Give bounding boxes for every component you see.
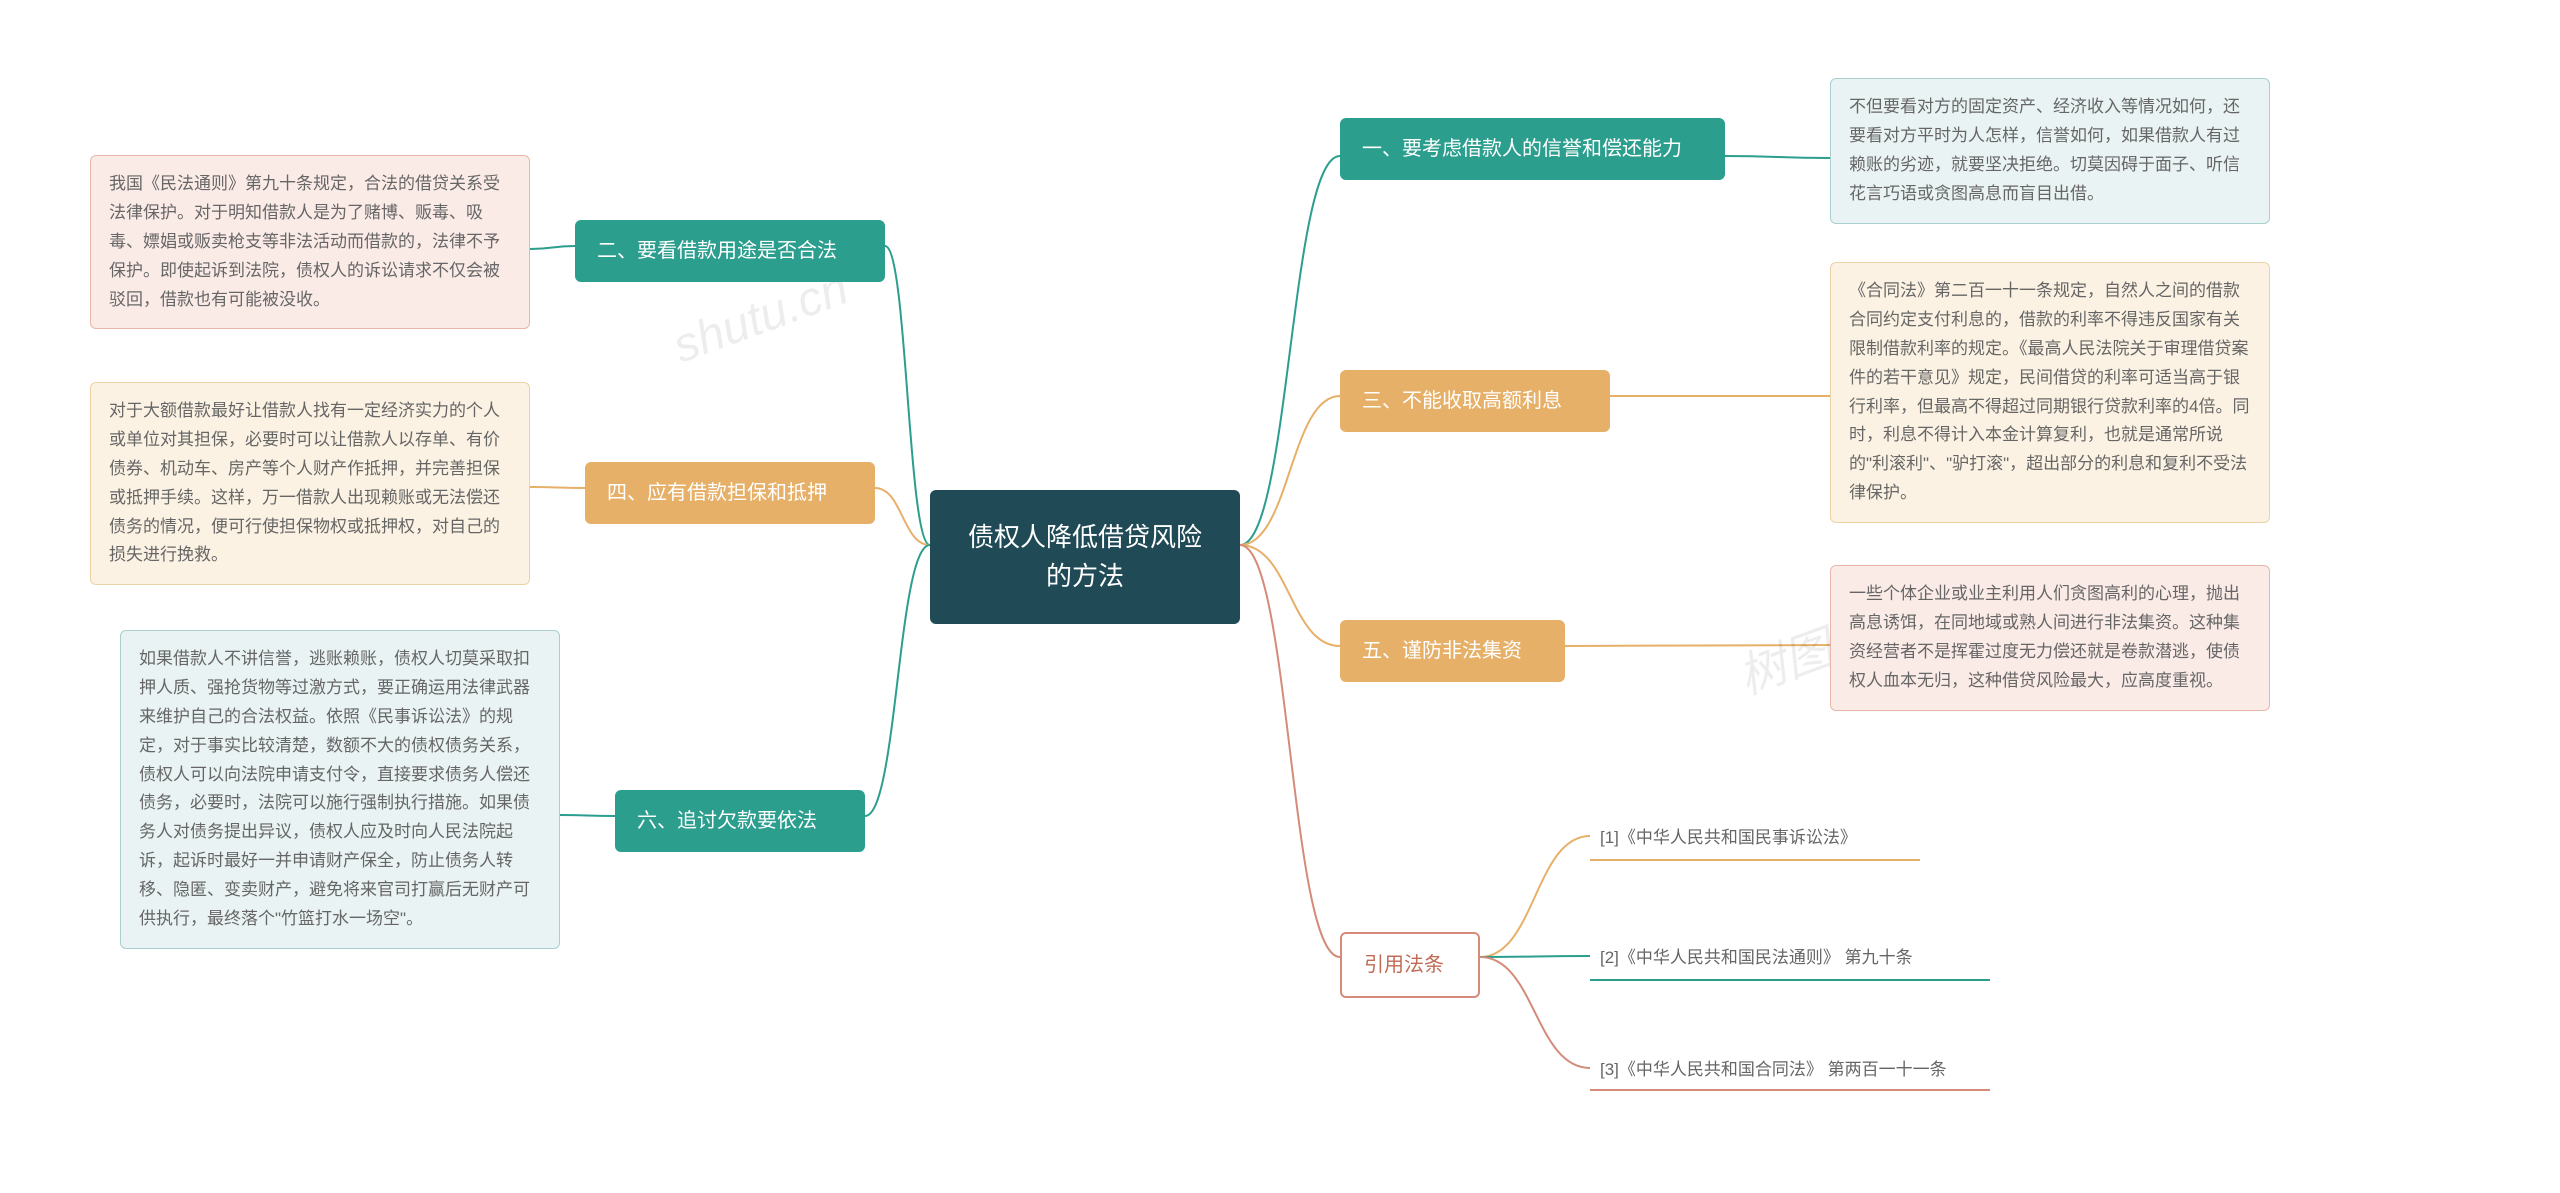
leaf-b6: 如果借款人不讲信誉，逃账赖账，债权人切莫采取扣押人质、强抢货物等过激方式，要正确… — [120, 630, 560, 949]
leaf-b2: 我国《民法通则》第九十条规定，合法的借贷关系受法律保护。对于明知借款人是为了赌博… — [90, 155, 530, 329]
branch-bref[interactable]: 引用法条 — [1340, 932, 1480, 998]
branch-b2[interactable]: 二、要看借款用途是否合法 — [575, 220, 885, 282]
leaf-b3: 《合同法》第二百一十一条规定，自然人之间的借款合同约定支付利息的，借款的利率不得… — [1830, 262, 2270, 523]
law-ref-0[interactable]: [1]《中华人民共和国民事诉讼法》 — [1590, 818, 1920, 861]
law-ref-1[interactable]: [2]《中华人民共和国民法通则》 第九十条 — [1590, 938, 1990, 981]
law-ref-2[interactable]: [3]《中华人民共和国合同法》 第两百一十一条 — [1590, 1050, 1990, 1091]
leaf-b1: 不但要看对方的固定资产、经济收入等情况如何，还要看对方平时为人怎样，信誉如何，如… — [1830, 78, 2270, 224]
branch-b5[interactable]: 五、谨防非法集资 — [1340, 620, 1565, 682]
root-node[interactable]: 债权人降低借贷风险的方法 — [930, 490, 1240, 624]
leaf-b4: 对于大额借款最好让借款人找有一定经济实力的个人或单位对其担保，必要时可以让借款人… — [90, 382, 530, 585]
branch-b4[interactable]: 四、应有借款担保和抵押 — [585, 462, 875, 524]
branch-b1[interactable]: 一、要考虑借款人的信誉和偿还能力 — [1340, 118, 1725, 180]
leaf-b5: 一些个体企业或业主利用人们贪图高利的心理，抛出高息诱饵，在同地域或熟人间进行非法… — [1830, 565, 2270, 711]
branch-b3[interactable]: 三、不能收取高额利息 — [1340, 370, 1610, 432]
branch-b6[interactable]: 六、追讨欠款要依法 — [615, 790, 865, 852]
